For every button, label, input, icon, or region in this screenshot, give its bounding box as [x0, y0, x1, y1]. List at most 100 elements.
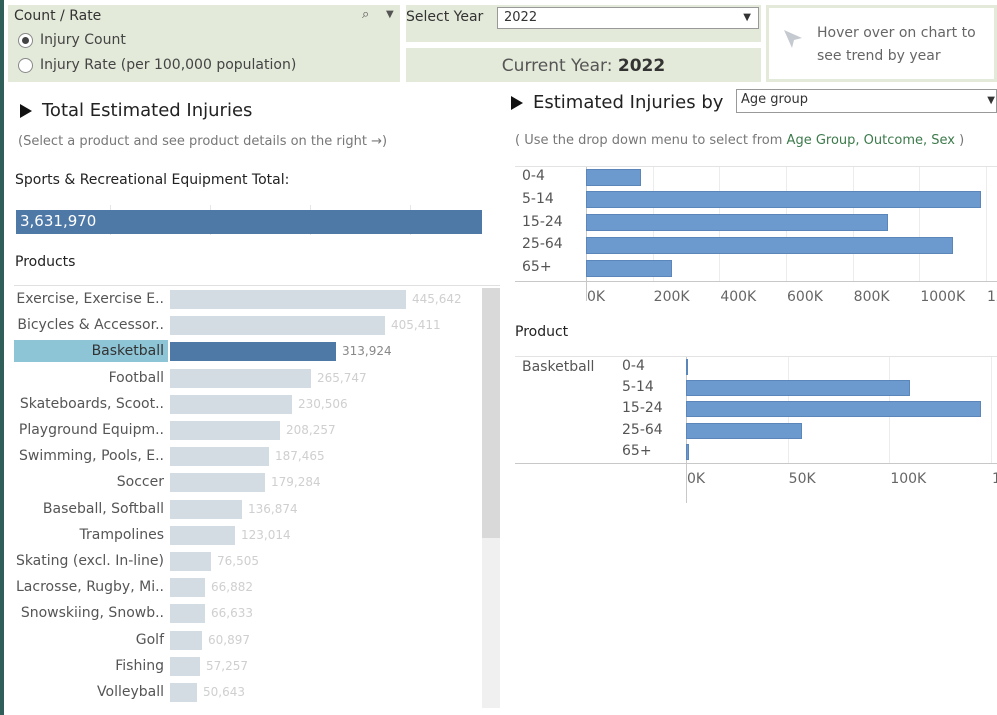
product-bar[interactable]: [170, 604, 205, 624]
product-bar[interactable]: [170, 578, 205, 598]
radio-selected-icon[interactable]: [18, 32, 33, 48]
cursor-pointer-icon: [784, 30, 802, 48]
product-row[interactable]: Bicycles & Accessor.. 405,411: [14, 314, 484, 336]
product-label[interactable]: Volleyball: [97, 684, 164, 700]
chart-top-border: [515, 356, 997, 357]
product-row[interactable]: Volleyball 50,643: [14, 681, 484, 703]
radio-injury-rate[interactable]: Injury Rate (per 100,000 population): [18, 57, 296, 73]
products-scrollbar-thumb[interactable]: [482, 288, 500, 538]
product-row[interactable]: Trampolines 123,014: [14, 524, 484, 546]
x-tick-label: 200K: [653, 289, 690, 305]
product-bar[interactable]: [170, 525, 235, 545]
radio-injury-count-label: Injury Count: [40, 32, 126, 48]
product-label[interactable]: Lacrosse, Rugby, Mi..: [16, 579, 164, 596]
product-row[interactable]: Lacrosse, Rugby, Mi.. 66,882: [14, 576, 484, 598]
product-header: Product: [515, 324, 569, 340]
data-bar[interactable]: [586, 214, 888, 232]
product-value: 208,257: [286, 423, 336, 437]
product-value: 265,747: [317, 370, 367, 385]
category-label: 65+: [622, 442, 652, 459]
product-bar[interactable]: [170, 342, 336, 362]
category-label: 5-14: [622, 379, 654, 396]
chevron-down-icon[interactable]: ▼: [987, 95, 995, 106]
product-row[interactable]: Playground Equipm.. 208,257: [14, 419, 484, 441]
product-label[interactable]: Soccer: [116, 474, 164, 491]
product-row[interactable]: Football 265,747: [14, 367, 484, 389]
product-label[interactable]: Skateboards, Scoot..: [19, 395, 164, 412]
product-label[interactable]: Snowskiing, Snowb..: [20, 605, 164, 622]
product-bar[interactable]: [170, 290, 406, 309]
chart-top-border: [515, 166, 997, 167]
x-tick-label: 1200K: [987, 289, 997, 305]
product-bar[interactable]: [170, 316, 385, 336]
x-axis: [515, 281, 997, 282]
product-value: 123,014: [241, 527, 291, 542]
search-icon[interactable]: ⌕: [362, 7, 370, 22]
product-label[interactable]: Trampolines: [79, 526, 164, 543]
x-tick-label: 150K: [992, 471, 997, 487]
breakdown-dropdown[interactable]: Age group ▼: [736, 89, 997, 113]
product-label[interactable]: Football: [108, 369, 164, 386]
year-dropdown[interactable]: 2022 ▼: [497, 7, 759, 29]
product-row[interactable]: Skating (excl. In-line) 76,505: [14, 550, 484, 572]
products-list: Exercise, Exercise E.. 445,642 Bicycles & …: [14, 288, 501, 708]
product-label[interactable]: Baseball, Softball: [42, 500, 164, 517]
product-bar[interactable]: [170, 368, 311, 388]
select-year-label: Select Year: [406, 9, 484, 25]
product-row[interactable]: Soccer 179,284: [14, 471, 484, 493]
product-value: 66,882: [211, 580, 253, 595]
product-row[interactable]: Fishing 57,257: [14, 655, 484, 677]
category-label: 0-4: [522, 168, 545, 184]
data-bar[interactable]: [686, 359, 688, 375]
category-label: 25-64: [522, 236, 563, 253]
select-year-panel: Select Year 2022 ▼: [406, 5, 761, 42]
product-label[interactable]: Basketball: [14, 340, 168, 363]
product-bar[interactable]: [170, 552, 211, 571]
product-label[interactable]: Bicycles & Accessor..: [17, 317, 164, 334]
product-bar[interactable]: [170, 447, 269, 467]
chevron-down-icon[interactable]: ▼: [743, 12, 751, 23]
product-bar[interactable]: [170, 394, 292, 414]
product-label[interactable]: Swimming, Pools, E..: [19, 448, 164, 465]
data-bar[interactable]: [586, 236, 953, 254]
product-value: 66,633: [211, 606, 253, 621]
dropdown-arrow-icon[interactable]: ▼: [386, 9, 394, 20]
category-label: 5-14: [522, 190, 554, 207]
product-row[interactable]: Swimming, Pools, E.. 187,465: [14, 445, 484, 467]
product-label[interactable]: Skating (excl. In-line): [15, 553, 164, 569]
product-row[interactable]: Baseball, Softball 136,874: [14, 498, 484, 520]
product-row[interactable]: Golf 60,897: [14, 629, 484, 651]
product-row[interactable]: Skateboards, Scoot.. 230,506: [14, 393, 484, 415]
radio-unselected-icon[interactable]: [18, 57, 33, 73]
product-value: 57,257: [206, 658, 248, 673]
product-bar[interactable]: [170, 630, 202, 650]
product-label[interactable]: Exercise, Exercise E..: [16, 291, 164, 307]
data-bar[interactable]: [686, 443, 690, 460]
data-bar[interactable]: [686, 380, 910, 397]
x-tick-label: 100K: [890, 471, 927, 487]
total-bar[interactable]: 3,631,970: [16, 210, 482, 234]
product-row[interactable]: Exercise, Exercise E.. 445,642: [14, 288, 484, 310]
product-label[interactable]: Golf: [135, 631, 164, 648]
data-bar[interactable]: [686, 422, 802, 439]
product-bar[interactable]: [170, 683, 197, 702]
expand-triangle-icon[interactable]: [511, 95, 523, 110]
data-bar[interactable]: [586, 191, 981, 209]
estimated-injuries-by-title[interactable]: Estimated Injuries by: [511, 92, 723, 113]
product-value: 230,506: [298, 396, 348, 411]
product-row[interactable]: Basketball 313,924: [14, 340, 484, 363]
product-bar[interactable]: [170, 499, 242, 519]
radio-injury-count[interactable]: Injury Count: [18, 32, 126, 48]
total-injuries-title[interactable]: Total Estimated Injuries: [20, 100, 252, 121]
data-bar[interactable]: [586, 259, 672, 277]
product-label[interactable]: Fishing: [115, 657, 164, 674]
product-row[interactable]: Snowskiing, Snowb.. 66,633: [14, 602, 484, 624]
category-label: 25-64: [622, 421, 663, 438]
expand-triangle-icon[interactable]: [20, 103, 32, 118]
product-label[interactable]: Playground Equipm..: [18, 422, 164, 438]
product-bar[interactable]: [170, 473, 265, 493]
data-bar[interactable]: [686, 401, 981, 418]
product-bar[interactable]: [170, 421, 280, 440]
data-bar[interactable]: [586, 168, 641, 186]
product-bar[interactable]: [170, 656, 200, 676]
